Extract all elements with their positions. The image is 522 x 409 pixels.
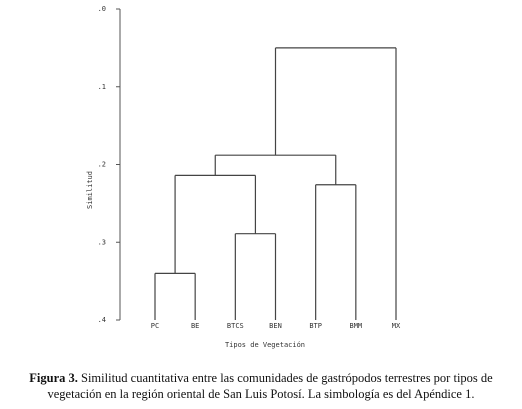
y-axis-label: Similitud <box>86 171 94 209</box>
y-tick-label: .2 <box>98 161 106 169</box>
y-tick-label: .4 <box>98 316 106 324</box>
leaf-label: BE <box>191 322 199 330</box>
chart: Similitud Tipos de Vegetación .0 .1 .2 .3 .4… <box>86 5 401 349</box>
leaf-label: BTP <box>309 322 322 330</box>
caption: Figura 3. Similitud cuantitativa entre l… <box>6 370 516 402</box>
leaf-label: BMM <box>350 322 363 330</box>
y-tick-label: .3 <box>98 238 106 246</box>
x-axis-label: Tipos de Vegetación <box>225 341 305 349</box>
caption-text: Similitud cuantitativa entre las comunid… <box>47 371 493 401</box>
y-tick-label: .0 <box>98 5 106 13</box>
y-tick-label: .1 <box>98 83 106 91</box>
leaf-label: MX <box>392 322 401 330</box>
leaf-label: BTCS <box>227 322 244 330</box>
caption-label: Figura 3. <box>29 371 78 385</box>
leaf-label: PC <box>151 322 159 330</box>
leaf-label: BEN <box>269 322 282 330</box>
